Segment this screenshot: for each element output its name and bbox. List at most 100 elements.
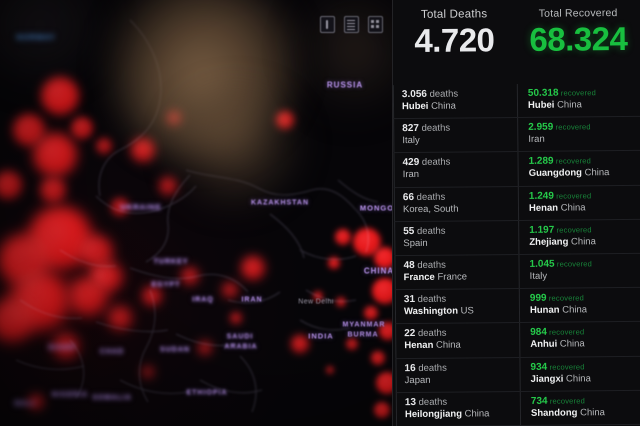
case-bubble[interactable] (71, 117, 93, 139)
entry-location-line: Korea, South (403, 203, 512, 215)
recovered-list[interactable]: 50.318 recovered Hubei China 2.959 recover… (516, 82, 640, 426)
recovered-list-item[interactable]: 2.959 recovered Iran (517, 116, 640, 153)
world-map-panel[interactable]: RUSSIA MONGO CHINA KAZAKHSTAN INDIA MYANMAR BU… (0, 0, 392, 426)
entry-count-line: 31 deaths (404, 293, 513, 305)
deaths-list-item[interactable]: 13 deaths Heilongjiang China (395, 391, 521, 426)
map-label: NIGERIA (51, 391, 89, 399)
case-bubble[interactable] (276, 111, 294, 129)
entry-location-line: Washington US (404, 305, 513, 318)
deaths-list[interactable]: 3.056 deaths Hubei China 827 deaths Italy 42… (392, 83, 521, 426)
total-deaths-value: 4.720 (414, 21, 495, 59)
entry-country: China (568, 235, 596, 248)
case-bubble[interactable] (371, 351, 385, 365)
stats-lists[interactable]: 3.056 deaths Hubei China 827 deaths Italy 42… (392, 82, 640, 426)
deaths-list-item[interactable]: 827 deaths Italy (393, 118, 518, 154)
deaths-list-item[interactable]: 55 deaths Spain (394, 220, 519, 257)
deaths-list-item[interactable]: 31 deaths Washington US (394, 289, 520, 325)
case-bubble[interactable] (376, 372, 392, 394)
deaths-list-item[interactable]: 16 deaths Japan (395, 357, 520, 393)
case-bubble[interactable] (142, 286, 162, 306)
recovered-list-item[interactable]: 984 recovered Anhui China (519, 322, 640, 358)
recovered-list-item[interactable]: 1.249 recovered Henan China (517, 185, 640, 221)
entry-count: 1.249 (528, 190, 554, 202)
entry-region: Hunan (529, 304, 560, 317)
entry-region: Zhejiang (529, 236, 569, 248)
entry-location-line: Iran (528, 133, 635, 145)
recovered-list-item[interactable]: 1.289 recovered Guangdong China (517, 151, 640, 187)
case-bubble[interactable] (328, 257, 340, 269)
map-label: Norway (16, 32, 56, 42)
entry-unit: deaths (415, 327, 447, 340)
entry-unit: recovered (546, 293, 585, 303)
recovered-list-item[interactable]: 1.045 recovered Italy (518, 253, 640, 290)
case-bubble[interactable] (159, 177, 177, 195)
recovered-list-item[interactable]: 734 recovered Shandong China (519, 390, 640, 426)
case-bubble[interactable] (108, 306, 132, 330)
entry-country: China (559, 304, 588, 316)
entry-unit: recovered (554, 225, 592, 235)
entry-count-line: 734 recovered (531, 395, 638, 406)
entry-location-line: Japan (405, 374, 514, 385)
case-bubble[interactable] (0, 298, 34, 342)
case-bubble[interactable] (326, 366, 334, 374)
recovered-list-item[interactable]: 999 recovered Hunan China (518, 287, 640, 324)
deaths-list-item[interactable]: 66 deaths Korea, South (393, 186, 519, 222)
case-bubble[interactable] (131, 138, 155, 162)
case-bubble[interactable] (372, 278, 392, 304)
entry-country: China (461, 407, 490, 420)
case-bubble[interactable] (41, 77, 79, 115)
entry-count: 934 (530, 361, 548, 373)
case-bubble[interactable] (28, 394, 44, 410)
recovered-list-item[interactable]: 1.197 recovered Zhejiang China (518, 219, 640, 255)
case-bubble[interactable] (92, 268, 106, 282)
entry-country: China (557, 338, 585, 350)
case-bubble[interactable] (96, 138, 112, 154)
map-label: CHAD (99, 348, 125, 356)
entry-region: Heilongjiang (404, 408, 463, 420)
case-bubble[interactable] (0, 171, 22, 199)
deaths-list-item[interactable]: 22 deaths Henan China (395, 323, 520, 359)
case-bubble[interactable] (374, 402, 390, 418)
deaths-list-item[interactable]: 48 deaths France France (394, 254, 519, 291)
entry-location-line: Hubei China (402, 100, 511, 113)
case-bubble[interactable] (346, 338, 358, 350)
case-bubble[interactable] (313, 291, 323, 301)
recovered-list-item[interactable]: 50.318 recovered Hubei China (516, 82, 640, 119)
case-bubble[interactable] (222, 282, 238, 298)
map-label: UKRAINE (120, 202, 162, 212)
layers-icon[interactable] (320, 16, 335, 33)
total-recovered-title: Total Recovered (538, 7, 618, 20)
case-bubble[interactable] (111, 198, 129, 216)
case-bubble[interactable] (142, 366, 154, 378)
case-bubble[interactable] (335, 229, 351, 245)
case-bubble[interactable] (40, 177, 66, 203)
case-bubble[interactable] (198, 341, 212, 355)
grid-icon[interactable] (368, 16, 383, 33)
deaths-list-item[interactable]: 3.056 deaths Hubei China (392, 83, 518, 120)
entry-unit: recovered (547, 396, 586, 406)
case-bubble[interactable] (230, 312, 242, 324)
case-bubble[interactable] (181, 267, 199, 285)
map-label: KAZAKHSTAN (250, 199, 310, 207)
entry-country: China (557, 201, 586, 214)
map-label: RUSSIA (326, 80, 364, 90)
case-bubble[interactable] (379, 322, 392, 340)
entry-count: 827 (402, 123, 419, 135)
case-bubble[interactable] (336, 297, 346, 307)
case-bubble[interactable] (33, 133, 77, 177)
case-bubble[interactable] (291, 335, 309, 353)
entry-count: 50.318 (527, 87, 559, 99)
case-bubble[interactable] (374, 247, 392, 269)
case-bubble[interactable] (241, 256, 265, 280)
recovered-list-item[interactable]: 934 recovered Jiangxi China (519, 356, 640, 392)
entry-count: 984 (530, 327, 547, 339)
case-bubble[interactable] (364, 306, 378, 320)
case-bubble[interactable] (167, 111, 181, 125)
deaths-list-item[interactable]: 429 deaths Iran (393, 152, 518, 188)
list-icon[interactable] (344, 16, 359, 33)
entry-location-line: Iran (403, 168, 512, 180)
case-bubble[interactable] (53, 333, 79, 359)
map-toolbar[interactable] (320, 16, 383, 33)
entry-count: 2.959 (528, 121, 554, 134)
entry-location-line: Guangdong China (529, 167, 636, 179)
